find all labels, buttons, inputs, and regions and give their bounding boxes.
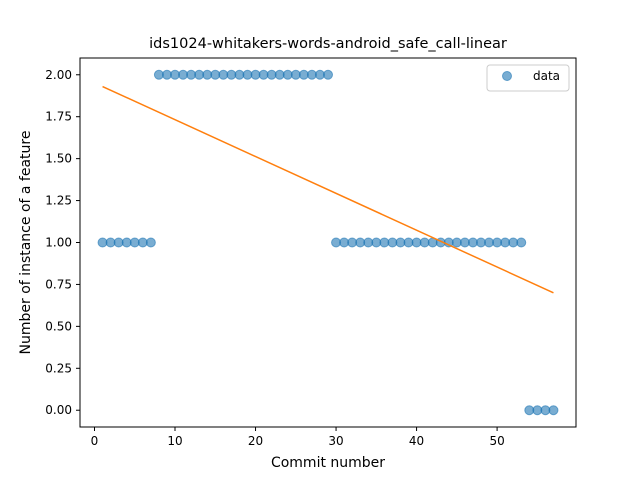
x-axis: 0 10 20 30 40 50 bbox=[91, 427, 505, 448]
x-tick-label: 40 bbox=[409, 434, 424, 448]
x-tick-label: 20 bbox=[248, 434, 263, 448]
linear-fit-line bbox=[103, 87, 554, 293]
y-tick-label: 1.75 bbox=[45, 110, 72, 124]
y-tick-label: 1.25 bbox=[45, 194, 72, 208]
data-point bbox=[146, 238, 155, 247]
legend: data bbox=[487, 65, 569, 91]
x-axis-label: Commit number bbox=[271, 455, 385, 471]
y-tick-label: 0.50 bbox=[45, 319, 72, 333]
y-tick-label: 2.00 bbox=[45, 68, 72, 82]
data-point bbox=[549, 406, 558, 415]
y-tick-label: 1.50 bbox=[45, 152, 72, 166]
y-tick-label: 0.00 bbox=[45, 403, 72, 417]
chart-title: ids1024-whitakers-words-android_safe_cal… bbox=[149, 36, 507, 52]
y-axis-label: Number of instance of a feature bbox=[18, 131, 34, 355]
x-tick-label: 50 bbox=[489, 434, 504, 448]
x-tick-label: 30 bbox=[328, 434, 343, 448]
plot-area bbox=[98, 70, 558, 414]
x-tick-label: 10 bbox=[167, 434, 182, 448]
y-tick-label: 0.75 bbox=[45, 277, 72, 291]
y-tick-label: 0.25 bbox=[45, 361, 72, 375]
legend-marker bbox=[503, 72, 512, 81]
x-tick-label: 0 bbox=[91, 434, 99, 448]
data-point bbox=[324, 70, 333, 79]
y-tick-label: 1.00 bbox=[45, 236, 72, 250]
legend-label-data: data bbox=[533, 69, 560, 83]
y-axis: 0.00 0.25 0.50 0.75 1.00 1.25 1.50 1.75 2.00 bbox=[45, 68, 80, 417]
data-point bbox=[517, 238, 526, 247]
